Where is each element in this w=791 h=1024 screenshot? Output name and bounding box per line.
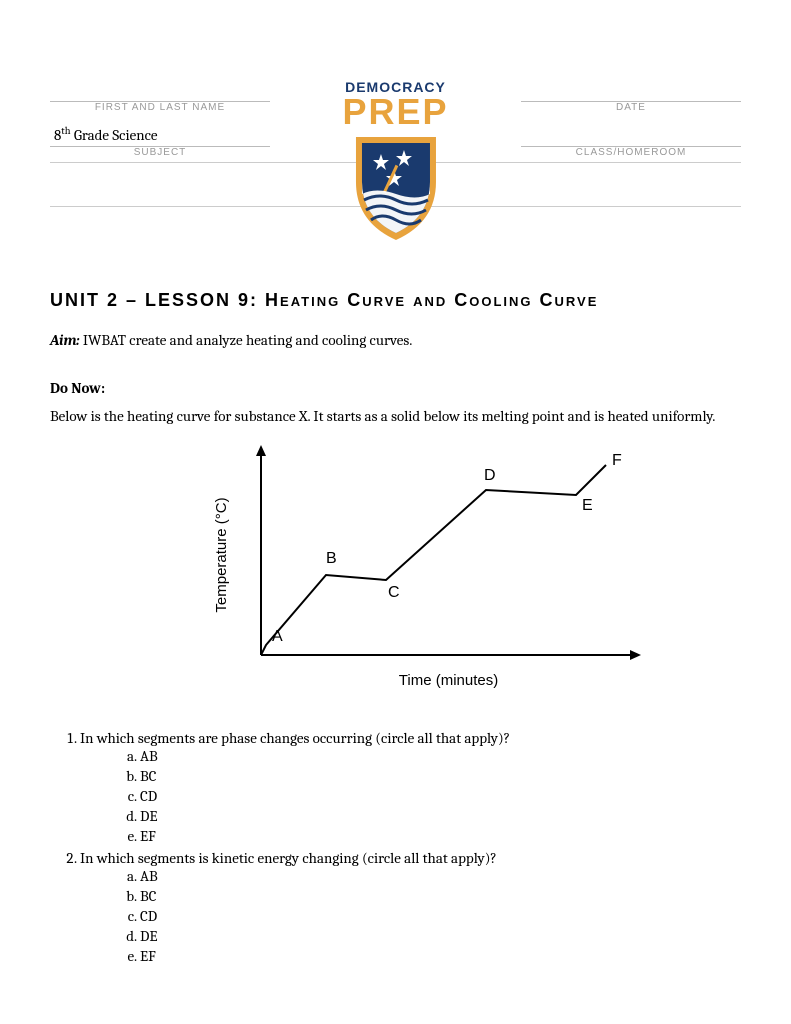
option-item: CD [140, 787, 741, 805]
aim-text: IWBAT create and analyze heating and coo… [80, 331, 413, 349]
question-item: In which segments are phase changes occu… [80, 729, 741, 845]
svg-text:Temperature (°C): Temperature (°C) [213, 497, 230, 612]
option-item: BC [140, 767, 741, 785]
svg-text:B: B [326, 550, 337, 567]
option-item: AB [140, 747, 741, 765]
option-item: DE [140, 927, 741, 945]
name-field: FIRST AND LAST NAME [50, 80, 270, 113]
question-item: In which segments is kinetic energy chan… [80, 849, 741, 965]
svg-text:D: D [484, 467, 496, 484]
name-label: FIRST AND LAST NAME [50, 102, 270, 113]
subject-label: SUBJECT [50, 147, 270, 158]
do-now: Do Now: Below is the heating curve for s… [50, 379, 741, 425]
page-title: UNIT 2 – LESSON 9: Heating Curve and Coo… [50, 290, 741, 311]
option-item: CD [140, 907, 741, 925]
class-label: CLASS/HOMEROOM [521, 147, 741, 158]
svg-text:Time (minutes): Time (minutes) [398, 672, 497, 689]
svg-text:A: A [272, 628, 283, 645]
donow-text: Below is the heating curve for substance… [50, 407, 741, 425]
svg-text:C: C [388, 584, 400, 601]
svg-text:E: E [582, 497, 593, 514]
chart-svg: A B C D E F Temperature (°C) Time (minutes) [206, 435, 646, 695]
option-item: EF [140, 827, 741, 845]
option-item: EF [140, 947, 741, 965]
aim-label: Aim: [50, 331, 80, 349]
content: UNIT 2 – LESSON 9: Heating Curve and Coo… [50, 290, 741, 965]
header: DEMOCRACY PREP FIRST AND LAST NAME DATE [50, 80, 741, 250]
subject-field: 8th Grade Science SUBJECT [50, 125, 270, 158]
subject-value: 8th Grade Science [50, 125, 270, 147]
questions: In which segments are phase changes occu… [60, 729, 741, 965]
option-item: DE [140, 807, 741, 825]
date-field: DATE [521, 80, 741, 113]
heating-curve-chart: A B C D E F Temperature (°C) Time (minutes) [110, 435, 741, 699]
class-field: CLASS/HOMEROOM [521, 125, 741, 158]
aim: Aim: IWBAT create and analyze heating an… [50, 331, 741, 349]
date-label: DATE [521, 102, 741, 113]
donow-label: Do Now: [50, 379, 105, 397]
option-item: BC [140, 887, 741, 905]
svg-text:F: F [612, 452, 622, 469]
option-item: AB [140, 867, 741, 885]
